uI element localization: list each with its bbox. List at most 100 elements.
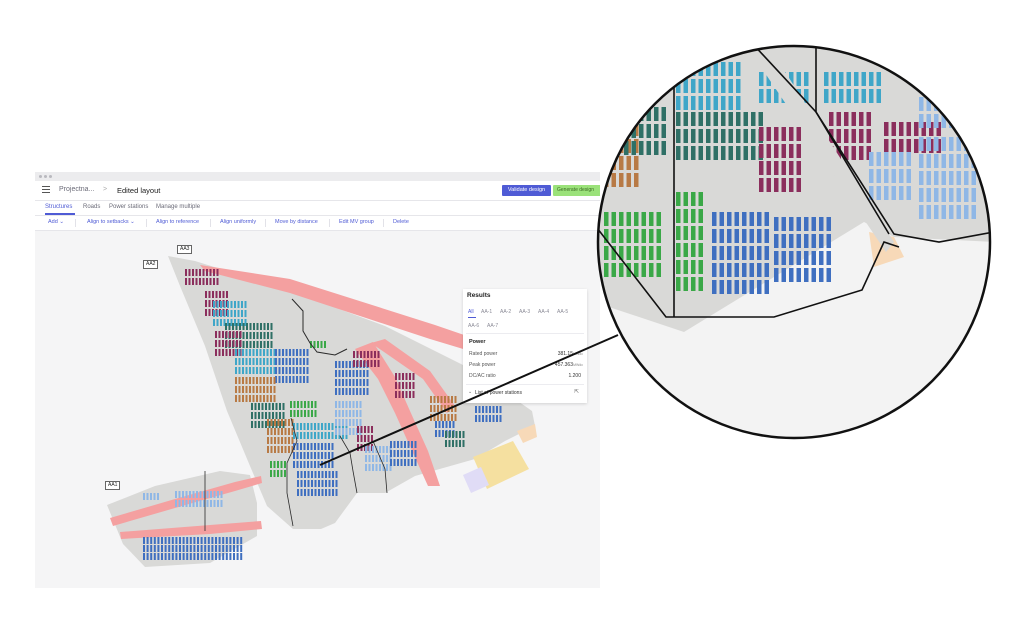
panel-row <box>359 379 362 386</box>
panel-row <box>213 491 216 498</box>
zone-label-aa3[interactable]: AA3 <box>177 245 193 254</box>
panel-row <box>734 229 739 243</box>
panel-row <box>757 246 762 260</box>
panel-row <box>253 323 255 330</box>
panel-row <box>440 396 443 403</box>
action-toolbar: Add ⌄ Align to setbacks ⌄ Align to refer… <box>35 216 600 231</box>
panel-row <box>270 446 273 453</box>
tab-manage-multiple[interactable]: Manage multiple <box>156 204 201 210</box>
panel-row <box>736 112 741 126</box>
results-tab-aa6[interactable]: AA-6 <box>468 323 480 329</box>
panel-row <box>270 367 272 374</box>
zone-label-aa2[interactable]: AA2 <box>143 260 159 269</box>
panel-row <box>266 367 269 374</box>
panel-row <box>764 246 769 260</box>
panel-row <box>328 471 331 478</box>
site-map[interactable] <box>35 231 600 588</box>
panel-row <box>228 323 231 330</box>
panel-row <box>236 537 239 544</box>
panel-row <box>303 423 306 430</box>
panel-row <box>836 129 841 143</box>
panel-row <box>270 358 272 365</box>
panel-row <box>222 291 225 298</box>
panel-row <box>721 96 726 110</box>
panel-row <box>222 349 224 356</box>
panel-row <box>676 260 681 274</box>
panel-row <box>146 545 149 552</box>
panel-row <box>359 401 362 408</box>
panel-row <box>713 112 718 126</box>
panel-row <box>372 464 374 471</box>
panel-row <box>440 414 443 421</box>
panel-row <box>206 278 208 285</box>
move-distance-button[interactable]: Move by distance <box>275 219 318 225</box>
panel-row <box>405 382 408 389</box>
panel-row <box>728 112 733 126</box>
panel-row <box>289 349 291 356</box>
align-reference-button[interactable]: Align to reference <box>156 219 200 225</box>
panel-row <box>303 367 305 374</box>
panel-row <box>859 112 864 126</box>
panel-row <box>844 146 849 160</box>
panel-row <box>631 141 636 155</box>
panel-row <box>721 79 726 93</box>
align-setbacks-button[interactable]: Align to setbacks ⌄ <box>87 219 135 225</box>
panel-row <box>345 361 348 368</box>
align-uniformly-button[interactable]: Align uniformly <box>220 219 257 225</box>
panel-row <box>364 435 366 442</box>
panel-row <box>196 491 198 498</box>
results-tab-all[interactable]: All <box>468 309 474 315</box>
panel-row <box>759 144 764 158</box>
panel-row <box>256 386 258 393</box>
panel-row <box>919 188 924 202</box>
panel-row <box>442 430 444 437</box>
zone-label-aa1[interactable]: AA1 <box>105 481 121 490</box>
panel-row <box>215 349 217 356</box>
panel-row <box>698 277 703 291</box>
panel-row <box>317 461 320 468</box>
panel-row <box>906 186 911 200</box>
results-tab-aa7[interactable]: AA-7 <box>487 323 499 329</box>
edit-mv-group-button[interactable]: Edit MV group <box>339 219 374 225</box>
results-tab-aa5[interactable]: AA-5 <box>557 309 569 315</box>
panel-row <box>240 553 243 560</box>
panel-row <box>646 107 651 121</box>
tab-structures[interactable]: Structures <box>45 204 73 210</box>
panel-row <box>438 430 441 437</box>
chevron-down-icon[interactable]: ⌄ <box>468 389 473 395</box>
panel-row <box>259 395 262 402</box>
panel-row <box>764 212 769 226</box>
results-tab-aa1[interactable]: AA-1 <box>481 309 493 315</box>
tab-roads[interactable]: Roads <box>83 204 101 210</box>
panel-row <box>215 340 217 347</box>
results-tab-aa3[interactable]: AA-3 <box>519 309 531 315</box>
panel-row <box>222 331 224 338</box>
results-tab-aa4[interactable]: AA-4 <box>538 309 550 315</box>
layout-canvas[interactable]: AA3 AA2 AA1 Results All AA-1 AA-2 AA-3 A… <box>35 231 600 588</box>
tab-power-stations[interactable]: Power stations <box>109 204 149 210</box>
panel-row <box>321 423 323 430</box>
generate-design-button[interactable]: Generate design <box>553 185 600 196</box>
external-link-icon[interactable]: ⇱ <box>574 389 579 395</box>
panel-row <box>395 391 397 398</box>
panel-row <box>447 405 450 412</box>
validate-design-button[interactable]: Validate design <box>502 185 551 196</box>
panel-row <box>244 310 247 317</box>
panel-row <box>278 358 281 365</box>
panel-row <box>393 450 396 457</box>
panel-row <box>352 419 355 426</box>
panel-row <box>757 229 762 243</box>
panel-row <box>691 79 696 93</box>
page-title: Edited layout <box>117 186 161 195</box>
panel-row <box>208 291 211 298</box>
hamburger-menu-icon[interactable] <box>42 186 50 194</box>
results-tab-aa2[interactable]: AA-2 <box>500 309 512 315</box>
panel-row <box>619 173 624 187</box>
delete-button[interactable]: Delete <box>393 219 409 225</box>
panel-row <box>205 300 207 307</box>
add-button[interactable]: Add ⌄ <box>48 219 64 225</box>
panel-row <box>270 341 273 348</box>
toolbar-divider <box>146 219 147 227</box>
power-stations-list-toggle[interactable]: List of power stations <box>475 390 522 396</box>
breadcrumb-project[interactable]: Projectna... <box>59 186 95 193</box>
